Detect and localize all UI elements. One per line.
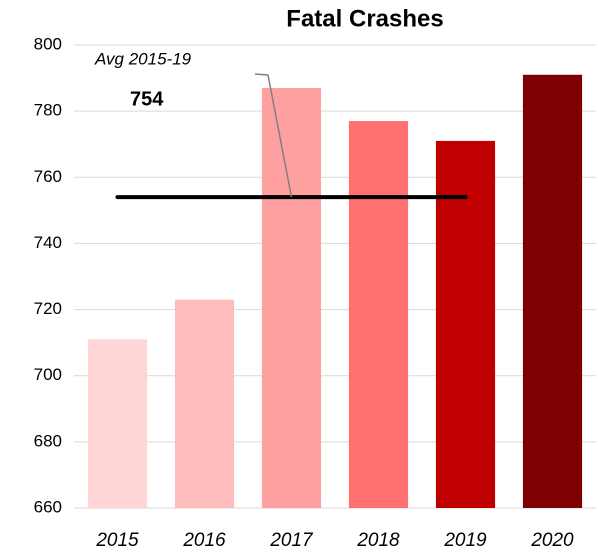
y-tick-label: 760 xyxy=(34,167,62,186)
y-tick-label: 780 xyxy=(34,101,62,120)
x-tick-label: 2018 xyxy=(356,530,400,551)
chart-title: Fatal Crashes xyxy=(286,5,443,32)
x-tick-label: 2019 xyxy=(443,530,487,551)
bar xyxy=(261,87,322,508)
x-tick-label: 2015 xyxy=(95,530,139,551)
bar xyxy=(522,74,583,508)
bar xyxy=(174,299,235,508)
y-tick-label: 720 xyxy=(34,299,62,318)
leader-line xyxy=(254,73,293,198)
x-tick-label: 2017 xyxy=(269,530,314,551)
bar xyxy=(87,339,148,508)
x-tick-label: 2020 xyxy=(530,530,574,551)
y-tick-label: 740 xyxy=(34,233,62,252)
bar xyxy=(435,140,496,508)
y-tick-label: 660 xyxy=(34,497,62,516)
average-label: Avg 2015-19 xyxy=(94,49,192,68)
y-tick-label: 680 xyxy=(34,431,62,450)
x-tick-label: 2016 xyxy=(182,530,226,551)
bar xyxy=(348,121,409,509)
y-tick-label: 700 xyxy=(34,365,62,384)
y-tick-label: 800 xyxy=(34,34,62,53)
average-value: 754 xyxy=(130,88,164,110)
